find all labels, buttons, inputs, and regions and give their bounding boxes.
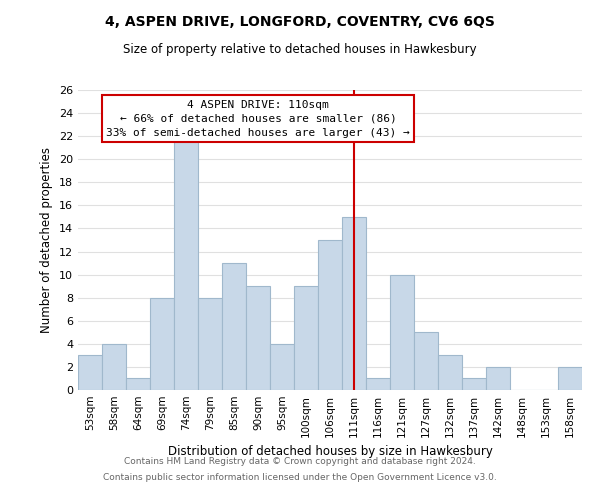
X-axis label: Distribution of detached houses by size in Hawkesbury: Distribution of detached houses by size … xyxy=(167,446,493,458)
Bar xyxy=(150,298,174,390)
Bar xyxy=(366,378,390,390)
Bar xyxy=(390,274,414,390)
Bar xyxy=(78,356,102,390)
Text: Contains HM Land Registry data © Crown copyright and database right 2024.: Contains HM Land Registry data © Crown c… xyxy=(124,458,476,466)
Bar xyxy=(102,344,126,390)
Bar xyxy=(222,263,246,390)
Text: Contains public sector information licensed under the Open Government Licence v3: Contains public sector information licen… xyxy=(103,472,497,482)
Bar xyxy=(126,378,150,390)
Text: 4, ASPEN DRIVE, LONGFORD, COVENTRY, CV6 6QS: 4, ASPEN DRIVE, LONGFORD, COVENTRY, CV6 … xyxy=(105,15,495,29)
Bar xyxy=(270,344,294,390)
Text: 4 ASPEN DRIVE: 110sqm
← 66% of detached houses are smaller (86)
33% of semi-deta: 4 ASPEN DRIVE: 110sqm ← 66% of detached … xyxy=(106,100,410,138)
Text: Size of property relative to detached houses in Hawkesbury: Size of property relative to detached ho… xyxy=(123,42,477,56)
Bar xyxy=(246,286,270,390)
Bar xyxy=(294,286,318,390)
Bar xyxy=(438,356,462,390)
Bar xyxy=(174,136,198,390)
Bar xyxy=(486,367,510,390)
Bar xyxy=(558,367,582,390)
Bar xyxy=(414,332,438,390)
Bar xyxy=(198,298,222,390)
Bar xyxy=(318,240,342,390)
Y-axis label: Number of detached properties: Number of detached properties xyxy=(40,147,53,333)
Bar xyxy=(462,378,486,390)
Bar xyxy=(342,217,366,390)
